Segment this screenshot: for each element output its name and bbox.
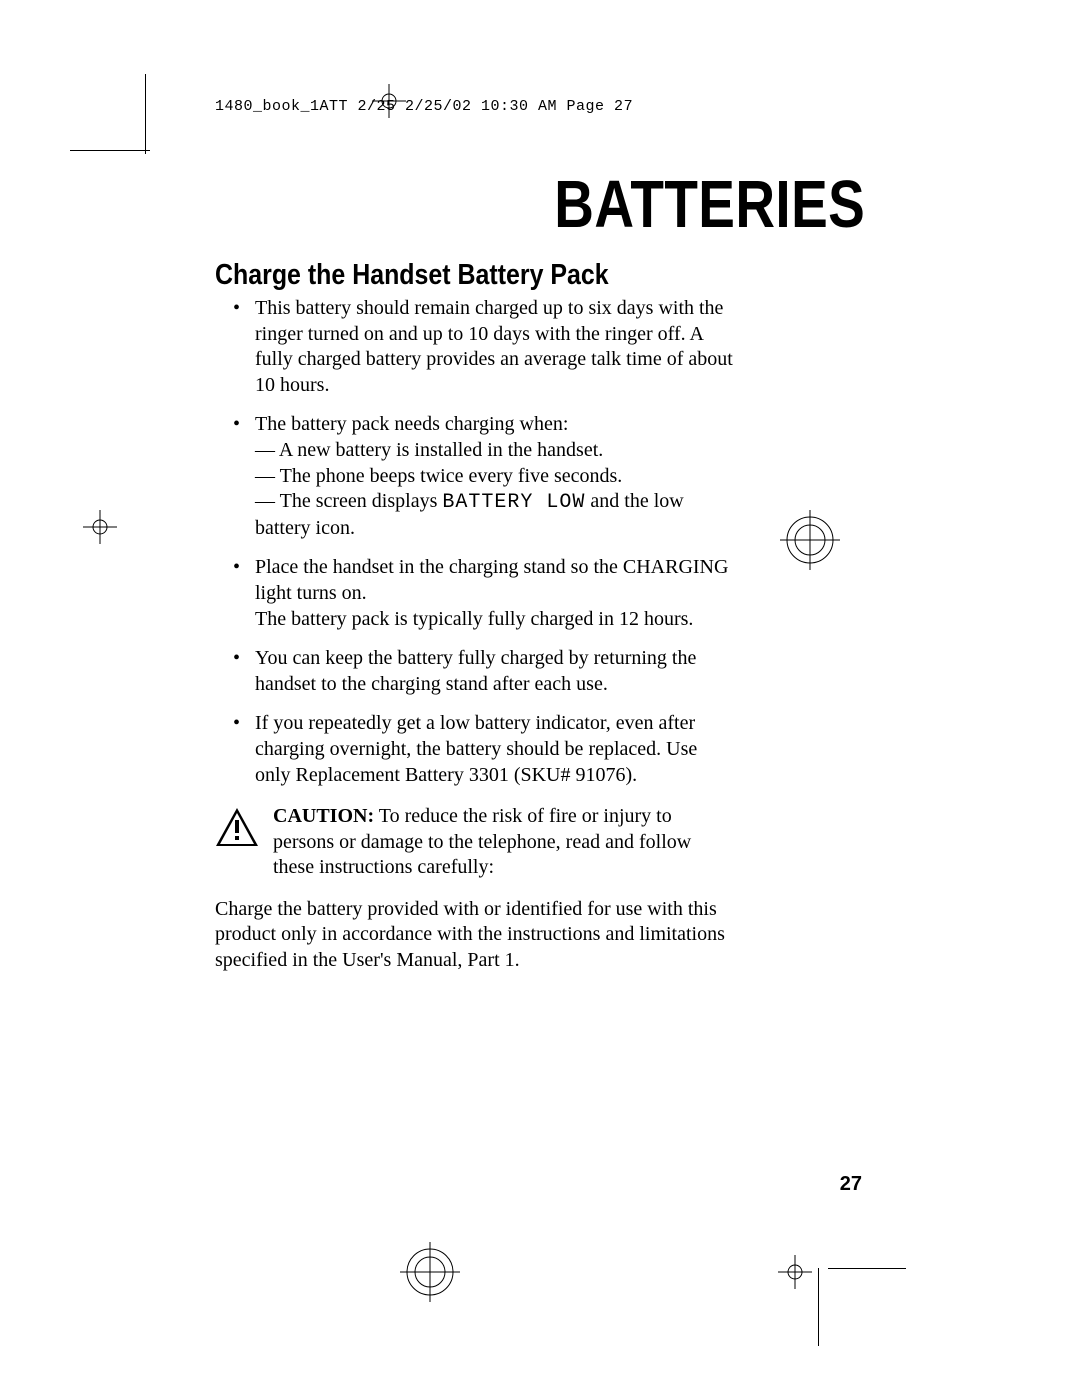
body-text: — The screen displays [255,490,442,512]
list-item: If you repeatedly get a low battery indi… [215,711,735,788]
registration-mark-icon [778,1255,812,1289]
list-item: The battery pack needs charging when: — … [215,412,735,541]
sub-item: — The screen displays BATTERY LOW and th… [255,489,735,541]
list-item: This battery should remain charged up to… [215,296,735,398]
registration-mark-icon [400,1242,460,1302]
list-item: Place the handset in the charging stand … [215,555,735,632]
sub-item: — A new battery is installed in the hand… [255,438,735,464]
crop-mark [828,1268,906,1269]
crop-mark [818,1268,819,1346]
print-slug: 1480_book_1ATT 2/25 2/25/02 10:30 AM Pag… [215,98,633,115]
body-text: The battery pack is typically fully char… [255,607,735,633]
caution-icon [215,807,259,847]
body-text: You can keep the battery fully charged b… [255,647,696,695]
document-page: 1480_book_1ATT 2/25 2/25/02 10:30 AM Pag… [0,0,1080,1397]
body-text: If you repeatedly get a low battery indi… [255,712,697,785]
body-paragraph: Charge the battery provided with or iden… [215,897,735,974]
crop-mark [70,150,150,151]
page-title: BATTERIES [554,166,865,243]
sub-item: — The phone beeps twice every five secon… [255,464,735,490]
caution-label: CAUTION: [273,805,374,827]
caution-text: CAUTION: To reduce the risk of fire or i… [273,804,735,881]
registration-mark-icon [780,510,840,570]
crop-mark [145,74,146,154]
body-text: This battery should remain charged up to… [255,297,733,396]
body-text: Place the handset in the charging stand … [255,556,728,604]
section-heading: Charge the Handset Battery Pack [215,259,609,292]
body-text: The battery pack needs charging when: [255,413,568,435]
screen-text: BATTERY LOW [442,491,585,514]
page-number: 27 [840,1173,862,1196]
list-item: You can keep the battery fully charged b… [215,646,735,697]
body-content: This battery should remain charged up to… [215,296,735,974]
registration-mark-icon [83,510,117,544]
caution-block: CAUTION: To reduce the risk of fire or i… [215,804,735,881]
